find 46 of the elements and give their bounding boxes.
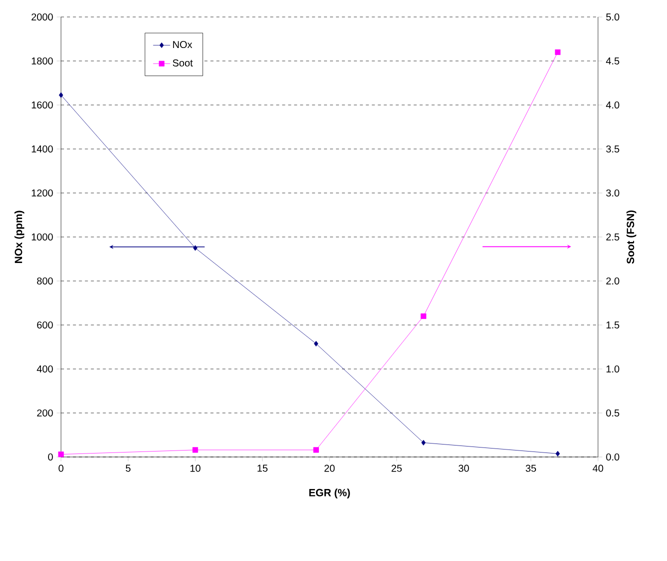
y2-tick-label: 2.5	[606, 233, 620, 241]
y2-tick-label: 2.0	[606, 277, 620, 285]
y-tick-label: 2000	[32, 13, 53, 21]
y-axis-title: NOx (ppm)	[14, 210, 24, 264]
y-tick-label: 200	[37, 409, 53, 417]
y-tick-label: 400	[36, 365, 53, 373]
y2-tick-label: 1.0	[606, 365, 620, 373]
y2-tick-label: 3.5	[606, 145, 620, 153]
x-tick-label: 25	[392, 464, 402, 472]
legend-label: Soot	[172, 59, 193, 66]
y2-tick-label: 4.0	[606, 101, 620, 109]
point	[193, 245, 198, 251]
point	[192, 447, 198, 453]
x-tick-label: 20	[324, 464, 335, 472]
point	[420, 313, 426, 319]
x-tick-label: 5	[126, 464, 130, 472]
x-tick-label: 0	[58, 464, 64, 472]
x-tick-label: 10	[190, 464, 200, 472]
y2-tick-label: 3.0	[606, 189, 620, 197]
x-tick-label: 40	[592, 464, 604, 472]
x-tick-label: 15	[258, 464, 268, 472]
y-tick-label: 1600	[32, 101, 53, 109]
y2-tick-label: 4.5	[606, 58, 620, 64]
y-tick-label: 600	[37, 321, 53, 329]
x-axis-title: EGR (%)	[309, 488, 350, 498]
y2-tick-label: 0.0	[606, 453, 620, 461]
y2-axis-title: Soot (FSN)	[626, 210, 636, 264]
y2-tick-label: 5.0	[606, 13, 620, 21]
point	[554, 49, 561, 55]
point	[58, 452, 64, 458]
y-tick-label: 1400	[32, 145, 53, 153]
point	[58, 92, 64, 98]
y2-tick-label: 0.5	[606, 409, 620, 417]
point	[314, 340, 318, 346]
x-tick-label: 30	[458, 464, 469, 472]
point	[313, 447, 319, 453]
point	[556, 450, 560, 456]
x-tick-label: 35	[526, 464, 536, 472]
y-tick-label: 1000	[32, 233, 53, 241]
point	[421, 440, 426, 446]
y-tick-label: 800	[37, 277, 53, 285]
legend-label: NOx	[173, 41, 192, 48]
y-tick-label: 1200	[32, 189, 53, 197]
y-tick-label: 0	[48, 453, 53, 461]
y-tick-label: 1800	[32, 57, 53, 65]
y2-tick-label: 1.5	[606, 322, 620, 328]
